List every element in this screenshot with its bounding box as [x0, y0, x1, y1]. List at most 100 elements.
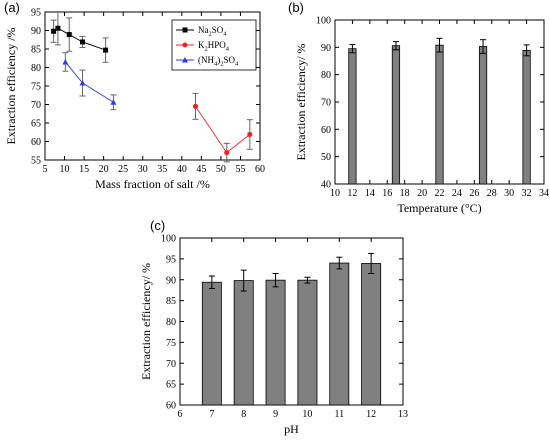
x-tick-label: 22	[435, 188, 445, 199]
x-tick-label: 25	[118, 164, 128, 175]
bar	[435, 44, 444, 185]
x-tick-label: 5	[43, 164, 48, 175]
x-tick-label: 18	[400, 188, 410, 199]
legend-entry-Na2SO4: Na2SO4	[198, 25, 227, 38]
panel-a: (a) 5 10 15 20 25 30 35 40 45 50 55 60 55 60 65 70 75 80 85…	[4, 0, 265, 191]
legend-marker	[182, 27, 188, 33]
x-tick-label: 40	[177, 164, 187, 175]
y-axis-label: Extraction efficiency/ %	[294, 43, 308, 160]
y-tick-label: 65	[166, 380, 176, 391]
y-tick-label: 75	[31, 82, 41, 93]
x-tick-label: 16	[382, 188, 392, 199]
x-tick-label: 7	[209, 409, 214, 420]
y-tick-label: 90	[31, 26, 41, 37]
series-point	[55, 25, 61, 31]
y-tick-label: 90	[321, 43, 331, 54]
x-tick-label: 20	[99, 164, 109, 175]
x-tick-label: 15	[79, 164, 89, 175]
x-tick-label: 28	[487, 188, 497, 199]
x-tick-label: 45	[196, 164, 206, 175]
x-tick-label: 14	[365, 188, 375, 199]
x-tick-label: 32	[522, 188, 532, 199]
x-tick-label: 10	[302, 409, 312, 420]
bar	[361, 263, 382, 406]
bar	[297, 279, 318, 406]
bar	[233, 280, 254, 406]
panel-b: (b) 10 12 14 16 18 20 22 24 26 28 30 32 34 40 50 60 70 80 9…	[288, 0, 549, 215]
y-tick-label: 100	[161, 234, 176, 245]
series-point	[62, 58, 69, 65]
x-tick-label: 34	[539, 188, 549, 199]
series-point	[103, 47, 109, 53]
y-tick-label: 50	[321, 152, 331, 163]
y-tick-label: 75	[166, 338, 176, 349]
y-axis-label: Extraction efficiency/ %	[139, 263, 153, 380]
bar	[522, 49, 531, 185]
legend-entry-(NH4)2SO4: (NH4)2SO4	[198, 55, 239, 68]
series-point	[79, 80, 86, 86]
y-tick-label: 55	[31, 156, 41, 167]
y-tick-label: 95	[31, 8, 41, 19]
x-tick-label: 12	[347, 188, 357, 199]
x-tick-label: 10	[330, 188, 340, 199]
panel-label: (a)	[4, 0, 20, 15]
y-tick-label: 70	[321, 98, 331, 109]
y-tick-label: 65	[31, 119, 41, 130]
bar	[201, 281, 222, 406]
x-tick-label: 30	[504, 188, 514, 199]
y-tick-label: 70	[166, 359, 176, 370]
y-tick-label: 80	[321, 70, 331, 81]
y-tick-label: 80	[166, 317, 176, 328]
series-point	[110, 99, 117, 105]
x-tick-label: 50	[216, 164, 226, 175]
bar	[348, 48, 357, 185]
y-axis-label: Extraction efficiency /%	[4, 27, 18, 144]
bar	[265, 279, 286, 406]
y-tick-label: 85	[166, 296, 176, 307]
legend-marker	[182, 42, 188, 48]
x-tick-label: 9	[273, 409, 278, 420]
panel-label: (b)	[288, 0, 304, 15]
y-tick-label: 100	[316, 16, 331, 27]
series-line	[195, 106, 251, 154]
bar	[478, 46, 488, 185]
x-axis-label: Temperature (°C)	[397, 201, 481, 215]
x-axis-label: Mass fraction of salt /%	[95, 177, 210, 191]
legend-entry-K2HPO4: K2HPO4	[198, 40, 230, 53]
x-tick-label: 8	[241, 409, 246, 420]
x-tick-label: 13	[398, 409, 408, 420]
bar	[391, 45, 401, 185]
x-axis-label: pH	[284, 422, 299, 436]
x-tick-label: 35	[157, 164, 167, 175]
y-tick-label: 80	[31, 63, 41, 74]
series-line	[64, 61, 114, 103]
y-tick-label: 60	[166, 401, 176, 412]
series-point	[51, 28, 57, 34]
y-tick-label: 90	[166, 275, 176, 286]
y-tick-label: 85	[31, 45, 41, 56]
series-point	[224, 150, 230, 156]
series-point	[247, 131, 253, 138]
bar	[329, 262, 350, 406]
x-tick-label: 6	[178, 409, 183, 420]
y-tick-label: 70	[31, 100, 41, 111]
y-tick-label: 95	[166, 254, 176, 265]
x-tick-label: 11	[334, 409, 344, 420]
panel-label: (c)	[150, 218, 165, 233]
series-point	[192, 103, 199, 109]
x-tick-label: 60	[255, 164, 265, 175]
series-line	[53, 27, 106, 51]
x-tick-label: 30	[138, 164, 148, 175]
panel-c: (c) 6 7 8 9 10 11 12 13 60 65 70 75 80 85 90 95 100 pH Extr…	[139, 218, 408, 436]
y-tick-label: 40	[321, 180, 331, 191]
series-point	[66, 32, 72, 38]
y-tick-label: 60	[31, 137, 41, 148]
x-tick-label: 55	[235, 164, 245, 175]
series-point	[80, 39, 86, 45]
legend-marker	[182, 57, 188, 63]
x-tick-label: 10	[60, 164, 70, 175]
x-tick-label: 20	[417, 188, 427, 199]
x-tick-label: 12	[366, 409, 376, 420]
y-tick-label: 60	[321, 125, 331, 136]
